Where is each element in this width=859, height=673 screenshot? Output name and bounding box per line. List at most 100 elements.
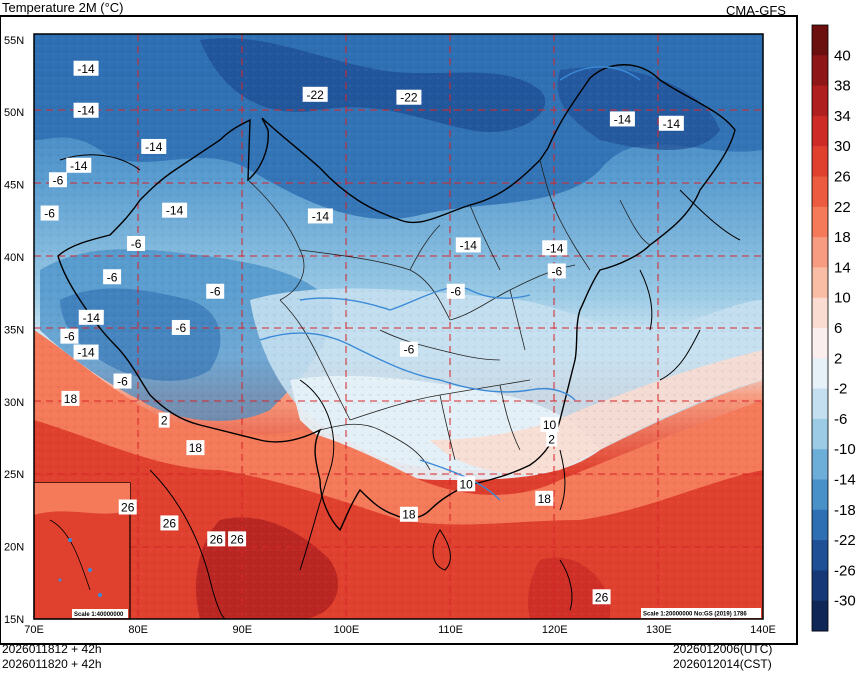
- svg-text:-14: -14: [145, 140, 163, 154]
- colorbar-swatch: [812, 55, 828, 87]
- contour-label: 26: [118, 499, 137, 515]
- contour-labels: -14 -14 -22 -22 -14 -14 -14 -14 -6 -6 -14 -14 -14 -14…: [40, 60, 684, 605]
- south-china-sea-inset: Scale 1:40000000: [33, 482, 131, 620]
- svg-text:-14: -14: [312, 209, 330, 223]
- lat-tick-label: 15N: [4, 614, 24, 626]
- lon-tick-label: 120E: [542, 624, 568, 636]
- contour-label: 26: [207, 531, 226, 547]
- contour-label: 26: [592, 589, 611, 605]
- contour-label: -6: [399, 341, 418, 357]
- svg-text:18: 18: [538, 492, 552, 506]
- svg-text:-14: -14: [663, 117, 681, 131]
- lat-tick-label: 40N: [4, 252, 24, 264]
- svg-text:10: 10: [543, 418, 557, 432]
- colorbar-swatch: [812, 358, 828, 390]
- colorbar-label: 6: [834, 320, 842, 337]
- inset-scale-label: Scale 1:40000000: [74, 612, 124, 618]
- lon-tick-label: 140E: [750, 624, 776, 636]
- colorbar-swatch: [812, 449, 828, 480]
- svg-text:-14: -14: [70, 159, 88, 173]
- colorbar-label: 18: [834, 229, 851, 246]
- svg-text:-14: -14: [614, 112, 632, 126]
- colorbar-swatch: [812, 206, 828, 238]
- lat-tick-label: 55N: [4, 35, 24, 47]
- colorbar-label: -30: [834, 593, 856, 610]
- svg-text:26: 26: [121, 501, 135, 515]
- contour-label: -14: [66, 157, 92, 173]
- svg-text:-14: -14: [460, 238, 478, 252]
- svg-text:-22: -22: [307, 88, 325, 102]
- colorbar-label: 30: [834, 138, 851, 155]
- svg-text:-14: -14: [83, 311, 101, 325]
- colorbar: 40 38 34 30 26 22 18 14 10 6 2 -2 -6 -10 -14 -18 -22 -26 -…: [811, 24, 856, 632]
- contour-label: -6: [206, 283, 225, 299]
- contour-label: -22: [302, 86, 328, 102]
- lat-tick-label: 45N: [4, 180, 24, 192]
- graticule: [34, 34, 763, 619]
- contour-label: 10: [540, 416, 559, 432]
- plot-border: [33, 33, 764, 620]
- valid-time-cst: 2026012014(CST): [673, 657, 772, 671]
- contour-label: -14: [73, 344, 99, 360]
- svg-text:-22: -22: [400, 91, 418, 105]
- colorbar-label: 40: [834, 47, 851, 64]
- colorbar-swatch: [812, 146, 828, 177]
- contour-label: -14: [307, 208, 333, 224]
- lon-tick-label: 100E: [334, 624, 360, 636]
- colorbar-swatch: [812, 237, 828, 268]
- svg-text:-14: -14: [77, 104, 95, 118]
- colorbar-swatch: [812, 600, 828, 632]
- contour-label: -14: [542, 240, 568, 256]
- colorbar-label: -10: [834, 441, 856, 458]
- lat-tick-label: 50N: [4, 107, 24, 119]
- svg-text:-14: -14: [166, 204, 184, 218]
- svg-text:18: 18: [402, 508, 416, 522]
- contour-label: 18: [186, 440, 205, 456]
- colorbar-swatch: [812, 25, 828, 56]
- colorbar-swatch: [812, 479, 828, 511]
- svg-text:-6: -6: [551, 264, 562, 278]
- svg-text:-6: -6: [44, 207, 55, 221]
- national-boundary: [57, 64, 736, 532]
- rivers: [259, 66, 641, 501]
- contour-label: 2: [546, 431, 558, 447]
- colorbar-swatch: [812, 85, 828, 117]
- svg-text:-14: -14: [546, 241, 564, 255]
- contour-label: -14: [141, 138, 167, 154]
- colorbar-label: 26: [834, 169, 851, 186]
- scale-note: Scale 1:20000000 No:GS (2019) 1786: [643, 612, 747, 618]
- colorbar-label: -2: [834, 381, 847, 398]
- contour-label: 10: [457, 476, 476, 492]
- province-boundaries: [247, 159, 651, 471]
- contour-label: -6: [103, 269, 122, 285]
- svg-text:-6: -6: [117, 375, 128, 389]
- contour-label: 18: [535, 490, 554, 506]
- svg-text:-6: -6: [210, 285, 221, 299]
- contour-label: -14: [609, 111, 635, 127]
- contour-label: -22: [396, 89, 422, 105]
- contour-label: -14: [658, 115, 684, 131]
- contour-label: -14: [78, 309, 104, 325]
- init-time-cst: 2026011820 + 42h: [2, 657, 102, 671]
- contour-label: 18: [61, 390, 80, 406]
- colorbar-swatch: [812, 388, 828, 420]
- svg-text:26: 26: [230, 532, 244, 546]
- colorbar-label: 34: [834, 108, 851, 125]
- svg-text:-6: -6: [131, 237, 142, 251]
- colorbar-label: 2: [834, 350, 842, 367]
- lon-tick-label: 70E: [24, 624, 44, 636]
- svg-text:-6: -6: [450, 285, 461, 299]
- colorbar-swatch: [812, 540, 828, 571]
- colorbar-swatch: [812, 328, 828, 359]
- svg-text:2: 2: [548, 432, 555, 446]
- lat-tick-label: 35N: [4, 324, 24, 336]
- lon-tick-label: 130E: [646, 624, 672, 636]
- colorbar-swatch: [812, 267, 828, 299]
- svg-text:2: 2: [161, 414, 168, 428]
- colorbar-label: 10: [834, 290, 851, 307]
- lat-tick-label: 30N: [4, 397, 24, 409]
- init-time-utc: 2026011812 + 42h: [2, 642, 102, 656]
- contour-label: 2: [158, 412, 170, 428]
